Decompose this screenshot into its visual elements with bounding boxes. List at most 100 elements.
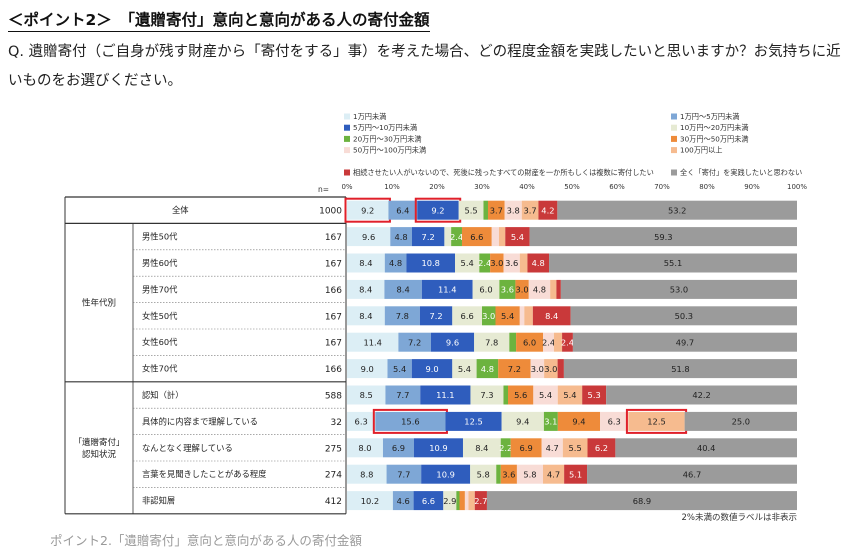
data-label: 53.2	[668, 205, 686, 215]
data-label: 2.4	[542, 337, 555, 347]
data-label: 4.7	[546, 443, 559, 453]
row-n-value: 1000	[319, 207, 342, 217]
bar-segment	[464, 491, 469, 511]
row-n-value: 166	[325, 286, 342, 296]
bar-segment	[474, 332, 510, 352]
data-label: 2.7	[474, 496, 487, 506]
row-n-value: 167	[325, 260, 342, 270]
data-label: 11.4	[438, 285, 456, 295]
data-label: 11.1	[436, 390, 454, 400]
data-label: 12.5	[647, 417, 665, 427]
bar-segment	[503, 385, 509, 405]
bar-segment	[420, 385, 471, 405]
legend-label: 相続させたい人がいないので、死後に残ったすべての財産を一か所もしくは複数に寄付し…	[353, 168, 654, 177]
bar-segment	[563, 359, 797, 379]
bar-segment	[524, 306, 533, 326]
bar-segment	[615, 438, 797, 458]
bar-segment	[550, 279, 557, 299]
row-label: 認知（計）	[142, 390, 184, 400]
bar-segment	[458, 200, 484, 220]
data-label: 8.4	[397, 285, 410, 295]
data-label: 3.0	[531, 364, 544, 374]
data-label: 7.2	[422, 232, 435, 242]
data-label: 6.6	[470, 232, 483, 242]
bar-segment	[486, 491, 797, 511]
bar-segment	[562, 332, 573, 352]
data-label: 4.8	[481, 364, 494, 374]
data-label: 2.9	[443, 496, 456, 506]
bar-segment	[417, 200, 459, 220]
bar-segment	[451, 227, 462, 247]
data-label: 7.8	[485, 337, 498, 347]
bar-segment	[684, 411, 797, 431]
data-label: 3.1	[544, 417, 557, 427]
bar-segment	[411, 227, 445, 247]
figure-caption: ポイント2.「遺贈寄付」意向と意向がある人の寄付金額	[50, 533, 362, 548]
data-label: 5.8	[477, 469, 490, 479]
bar-segment	[470, 464, 497, 484]
bar-segment	[587, 438, 616, 458]
bar-segment	[498, 359, 531, 379]
data-label: 7.8	[396, 311, 409, 321]
x-tick-label: 60%	[609, 183, 625, 191]
page-title: ＜ポイント2＞ 「遺贈寄付」意向と意向がある人の寄付金額	[8, 8, 430, 32]
data-label: 3.6	[505, 258, 518, 268]
bar-segment	[398, 332, 431, 352]
bar-segment	[386, 464, 422, 484]
data-label: 9.2	[361, 205, 374, 215]
data-label: 7.3	[480, 390, 493, 400]
bar-segment	[421, 279, 473, 299]
legend-label: 1万円未満	[353, 112, 386, 121]
data-label: 59.3	[654, 232, 672, 242]
bar-segment	[549, 253, 797, 273]
data-label: 12.5	[464, 417, 482, 427]
data-label: 3.0	[515, 285, 528, 295]
legend-swatch	[344, 169, 350, 176]
bar-segment	[498, 227, 506, 247]
bar-segment	[553, 332, 563, 352]
row-label: 男性50代	[142, 232, 178, 242]
x-tick-label: 20%	[429, 183, 445, 191]
row-label: 言葉を見聞きしたことがある程度	[142, 469, 266, 479]
row-n-value: 274	[325, 471, 342, 481]
data-label: 6.6	[461, 311, 474, 321]
data-label: 9.0	[361, 364, 374, 374]
data-label: 10.8	[421, 258, 439, 268]
bar-segment	[532, 306, 571, 326]
data-label: 2.2	[499, 443, 512, 453]
bar-segment	[564, 464, 588, 484]
data-label: 8.4	[359, 311, 372, 321]
data-label: 5.8	[523, 469, 536, 479]
bar-segment	[445, 411, 502, 431]
bar-segment	[544, 359, 558, 379]
data-label: 68.9	[633, 496, 651, 506]
bar-segment	[444, 227, 452, 247]
data-label: 46.7	[683, 469, 701, 479]
data-label: 5.5	[464, 205, 477, 215]
bar-segment	[347, 253, 385, 273]
data-label: 10.9	[429, 443, 447, 453]
data-label: 6.2	[595, 443, 608, 453]
data-label: 10.9	[436, 469, 454, 479]
bar-segment	[347, 464, 387, 484]
legend-label: 20万円～30万円未満	[353, 134, 422, 143]
data-label: 6.3	[355, 417, 368, 427]
data-label: 7.7	[397, 469, 410, 479]
bar-segment	[443, 491, 457, 511]
data-label: 49.7	[676, 337, 694, 347]
bar-segment	[501, 411, 544, 431]
legend-label: 1万円～5万円未満	[680, 112, 739, 121]
data-label: 6.0	[523, 337, 536, 347]
data-label: 6.9	[520, 443, 533, 453]
data-label: 9.6	[362, 232, 375, 242]
data-label: 4.8	[389, 258, 402, 268]
data-label: 4.8	[532, 258, 545, 268]
data-label: 5.4	[461, 258, 474, 268]
bar-segment	[421, 464, 471, 484]
bar-segment	[495, 306, 520, 326]
data-label: 2.4	[450, 232, 463, 242]
data-label: 4.7	[547, 469, 560, 479]
data-label: 53.0	[670, 285, 688, 295]
bar-segment	[411, 359, 453, 379]
data-label: 5.4	[539, 390, 552, 400]
